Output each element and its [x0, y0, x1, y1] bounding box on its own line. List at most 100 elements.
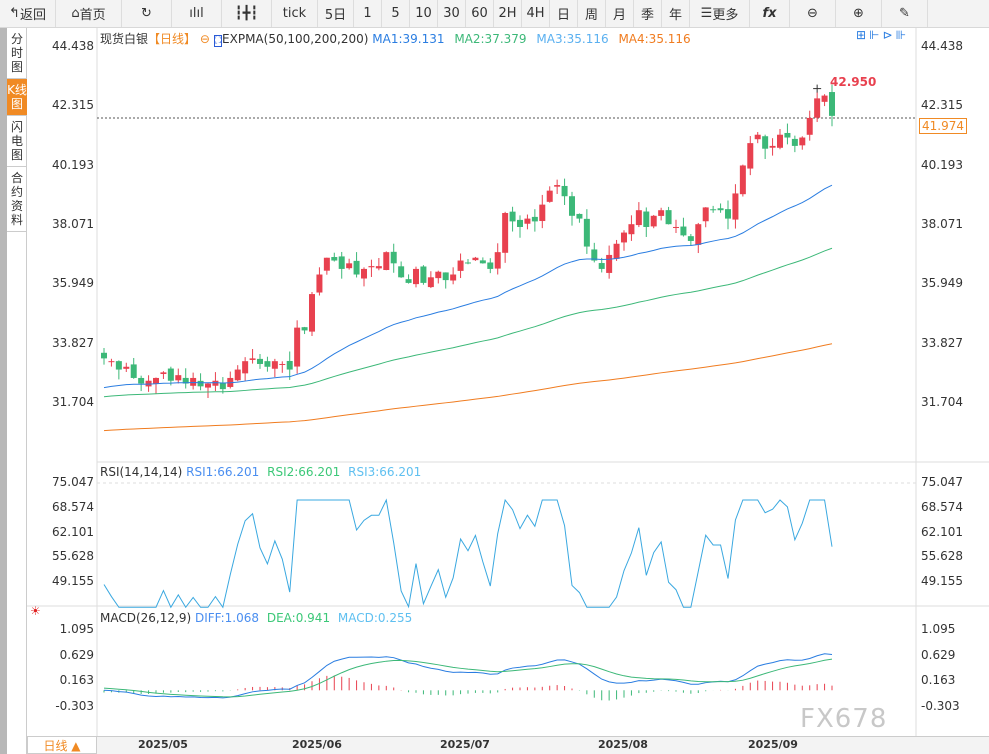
price-tick-left: 42.315: [52, 98, 94, 113]
toolbar: ↰ 返回 ⌂ 首页 ↻ ılıl ┇╋┇ tick 5日 1 5 10 30 60 2H 4H 日周月季年 ☰ 更多…: [0, 0, 989, 28]
candle-body: [450, 274, 457, 281]
button-label: 10: [415, 6, 432, 21]
button-label: 1: [363, 6, 372, 21]
side-tab-1[interactable]: K线图: [7, 79, 27, 116]
candle-body: [747, 143, 754, 169]
candle-body: [561, 185, 568, 197]
bar-chart-icon-button[interactable]: ılıl: [172, 0, 222, 27]
period-14-button[interactable]: 日: [550, 0, 578, 27]
left-scroll-strip: [0, 28, 7, 754]
period-7-button[interactable]: 1: [354, 0, 382, 27]
home-icon-button[interactable]: ⌂ 首页: [56, 0, 122, 27]
candle-body: [591, 249, 598, 261]
refresh-icon: ↻: [141, 6, 152, 21]
zoom-in-icon: ⊕: [853, 6, 864, 21]
candle-body: [346, 263, 353, 269]
candle-body: [175, 375, 182, 381]
price-tick-right: 35.949: [921, 276, 963, 291]
side-tab-3[interactable]: 合约资料: [7, 167, 27, 232]
macd-legend: MACD(26,12,9) DIFF:1.068 DEA:0.941 MACD:…: [100, 611, 412, 625]
candle-body: [242, 361, 249, 374]
candle-body: [405, 279, 412, 283]
candle-body: [264, 361, 271, 367]
period-10-button[interactable]: 30: [438, 0, 466, 27]
ma4-value: MA4:35.116: [618, 32, 691, 46]
price-tick-left: 44.438: [52, 39, 94, 53]
candle-body: [160, 372, 167, 375]
period-8-button[interactable]: 5: [382, 0, 410, 27]
sun-icon[interactable]: ☀: [30, 604, 41, 618]
period-16-button[interactable]: 月: [606, 0, 634, 27]
candle-body: [784, 132, 791, 138]
back-arrow-icon-button[interactable]: ↰ 返回: [0, 0, 56, 27]
candle-body: [524, 218, 531, 224]
button-label: 5日: [324, 8, 347, 23]
period-11-button[interactable]: 60: [466, 0, 494, 27]
pen-icon-button[interactable]: ✎: [882, 0, 928, 27]
macd-tick-right: -0.303: [921, 699, 960, 713]
period-18-button[interactable]: 年: [662, 0, 690, 27]
button-label: 年: [668, 8, 682, 23]
chart-view-buttons[interactable]: ⊞⊩⊳⊪: [856, 28, 910, 42]
button-label: tick: [282, 6, 307, 21]
period-12-button[interactable]: 2H: [494, 0, 522, 27]
macd-tick-right: 0.629: [921, 647, 956, 662]
candle-body: [249, 358, 256, 360]
period-9-button[interactable]: 10: [410, 0, 438, 27]
rsi-tick-left: 55.628: [52, 549, 94, 564]
candle-body: [442, 272, 449, 281]
candle-body: [509, 211, 516, 222]
candle-body: [643, 211, 650, 227]
period-17-button[interactable]: 季: [634, 0, 662, 27]
candle-body: [123, 366, 130, 369]
side-tab-2[interactable]: 闪电图: [7, 116, 27, 167]
candle-body: [115, 361, 122, 370]
candle-body: [205, 383, 211, 388]
price-tick-left: 33.827: [52, 335, 94, 350]
zoom-in-icon-button[interactable]: ⊕: [836, 0, 882, 27]
candle-body: [762, 136, 769, 149]
ma2-line: [103, 247, 833, 398]
back-arrow-icon: ↰: [9, 6, 20, 21]
candle-body: [457, 260, 464, 271]
candle-body: [628, 224, 635, 235]
rsi-tick-left: 68.574: [52, 499, 94, 514]
candle-body: [190, 377, 197, 386]
candle-body: [673, 226, 679, 228]
candle-body: [658, 210, 665, 216]
rsi-tick-left: 75.047: [52, 475, 94, 489]
macd-tick-left: -0.303: [55, 699, 94, 713]
button-label: 5: [391, 6, 400, 21]
candle-body: [546, 190, 553, 202]
settings-icon[interactable]: ⊖: [196, 32, 214, 46]
candle-body: [695, 224, 702, 245]
fx-icon-button[interactable]: fx: [750, 0, 790, 27]
period-13-button[interactable]: 4H: [522, 0, 550, 27]
candle-body: [167, 368, 174, 381]
candle-body: [316, 274, 323, 293]
candlestick-icon-button[interactable]: ┇╋┇: [222, 0, 272, 27]
candle-body: [569, 196, 575, 216]
rsi-legend: RSI(14,14,14) RSI1:66.201 RSI2:66.201 RS…: [100, 465, 421, 479]
button-label: 更多: [712, 8, 739, 23]
candle-body: [465, 262, 471, 264]
button-label: 首页: [79, 8, 106, 23]
rsi-tick-right: 55.628: [921, 549, 963, 564]
period-select[interactable]: 日线 ▲: [27, 736, 97, 754]
indicator-icon[interactable]: ⛶: [213, 35, 223, 47]
period-6-button[interactable]: 5日: [318, 0, 354, 27]
price-tick-right: 42.315: [921, 98, 963, 113]
refresh-icon-button[interactable]: ↻: [122, 0, 172, 27]
candle-body: [791, 138, 798, 146]
side-tab-0[interactable]: 分时图: [7, 28, 27, 79]
period-5-button[interactable]: tick: [272, 0, 318, 27]
indicator-name[interactable]: EXPMA(50,100,200,200): [222, 32, 369, 46]
menu-icon-button[interactable]: ☰ 更多: [690, 0, 750, 27]
candle-body: [502, 213, 509, 253]
button-label: 30: [443, 6, 460, 21]
candle-body: [338, 256, 345, 269]
period-15-button[interactable]: 周: [578, 0, 606, 27]
candle-body: [821, 95, 828, 102]
zoom-out-icon-button[interactable]: ⊖: [790, 0, 836, 27]
